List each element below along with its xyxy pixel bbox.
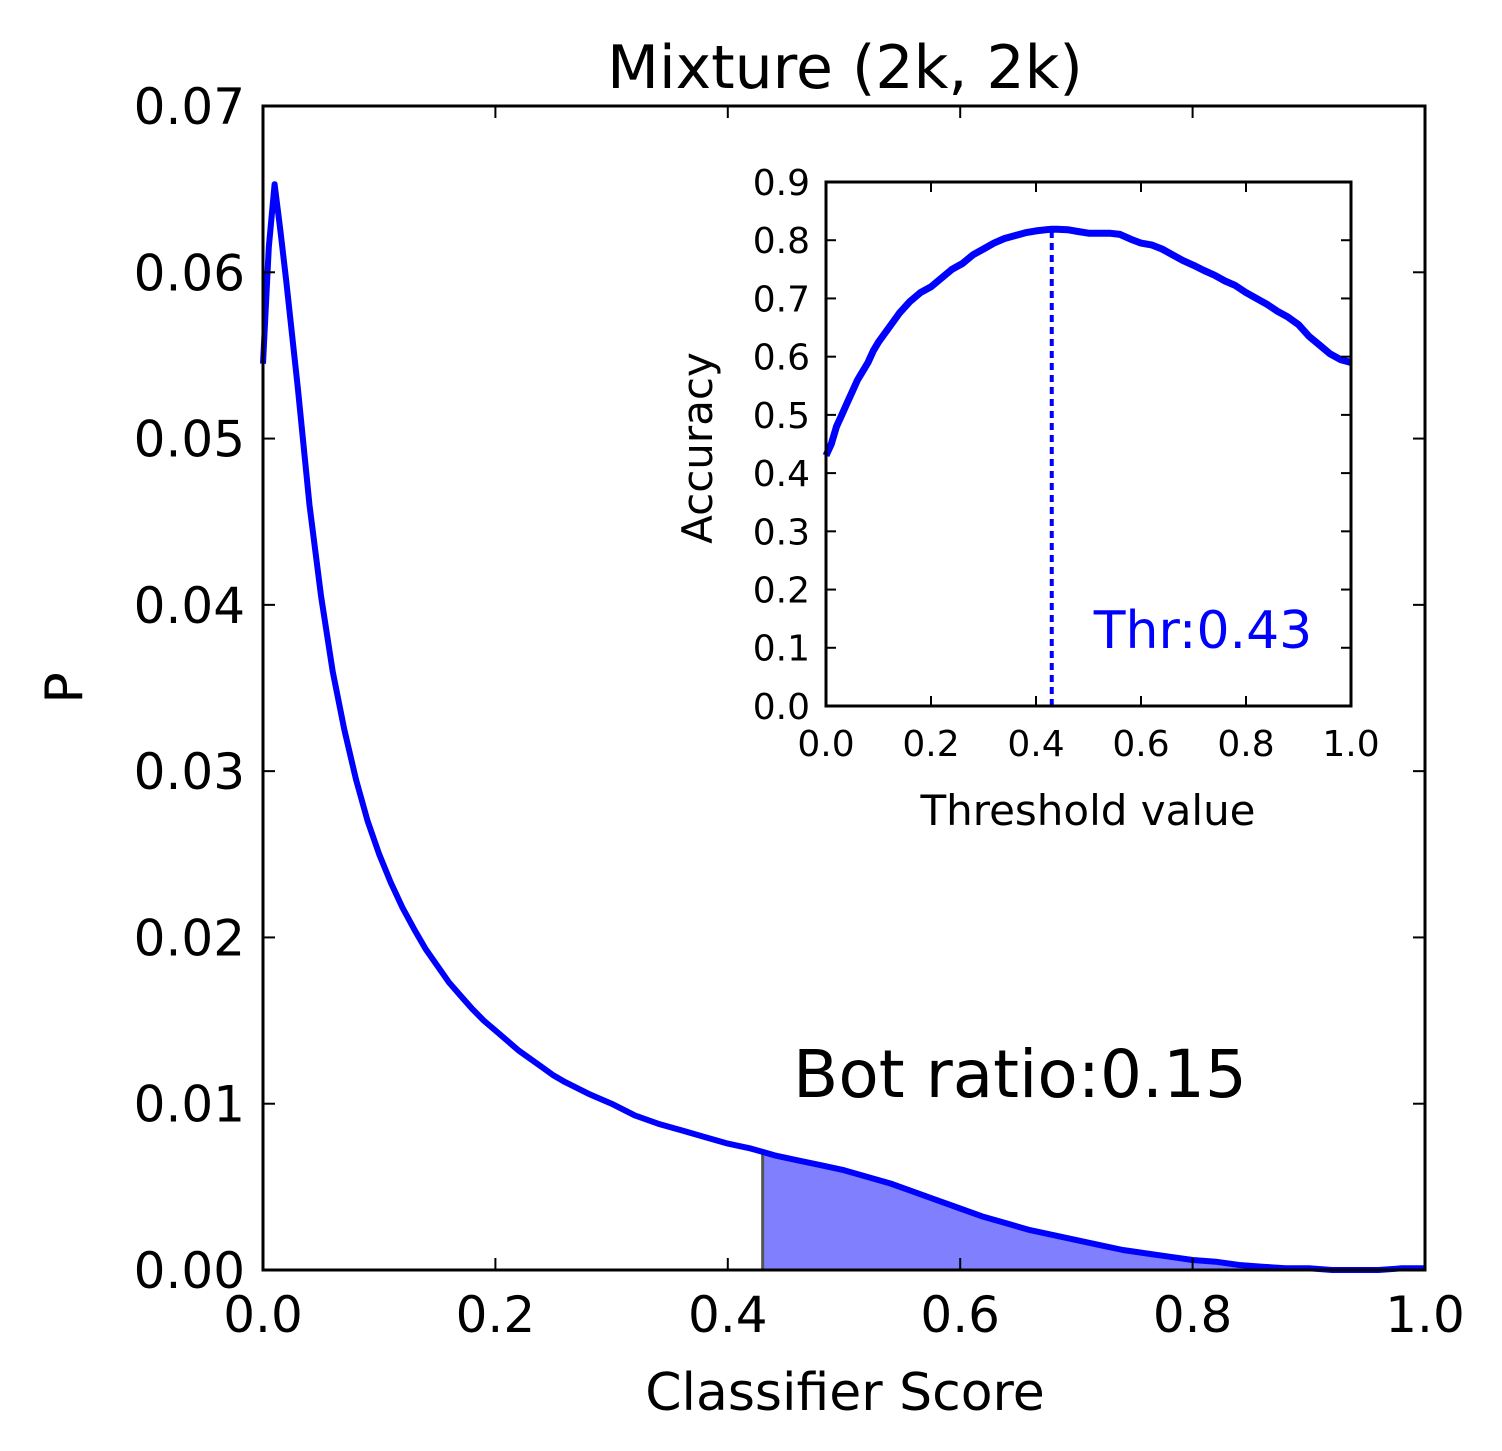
main-y-tick-label: 0.03	[134, 743, 245, 801]
main-x-tick-label: 1.0	[1385, 1286, 1465, 1344]
inset-y-tick-label: 0.8	[753, 221, 810, 262]
main-chart: Mixture (2k, 2k) 0.0 0.2 0.4 0.6 0.8 1.00.000…	[35, 33, 1465, 1423]
main-y-tick-label: 0.04	[134, 577, 245, 635]
inset-y-tick-label: 0.6	[753, 338, 810, 379]
inset-y-tick-label: 0.4	[753, 454, 810, 495]
main-x-axis-label: Classifier Score	[645, 1363, 1045, 1423]
density-series-line	[260, 181, 1425, 1273]
inset-y-tick-label: 0.1	[753, 629, 810, 670]
main-y-axis-label: P	[35, 672, 95, 703]
inset-y-tick-label: 0.9	[753, 163, 810, 204]
main-axis-ticks: 0.0 0.2 0.4 0.6 0.8 1.0 0.00 0.01 0.02 0.03 0.04 0.…	[134, 78, 1465, 1344]
main-chart-title: Mixture (2k, 2k)	[607, 33, 1083, 103]
bot-ratio-annotation: Bot ratio:0.15	[793, 1036, 1247, 1113]
main-x-tick-label: 0.8	[1153, 1286, 1233, 1344]
main-x-tick-label: 0.6	[920, 1286, 1000, 1344]
inset-y-tick-label: 0.2	[753, 571, 810, 612]
main-x-tick-label: 0.2	[456, 1286, 536, 1344]
main-y-tick-label: 0.07	[134, 78, 245, 136]
main-y-tick-label: 0.06	[134, 244, 245, 302]
main-y-tick-label: 0.01	[134, 1076, 245, 1134]
inset-background	[826, 182, 1351, 706]
threshold-annotation: Thr:0.43	[1093, 601, 1313, 661]
main-y-tick-label: 0.02	[134, 909, 245, 967]
accuracy-series-line	[822, 225, 1352, 458]
inset-x-tick-label: 0.8	[1217, 724, 1274, 765]
inset-chart: 0.0 0.2 0.4 0.6 0.8 1.0 0.0 0.1 0.2 0.3 0.4 0.5 0.6 0…	[673, 163, 1380, 835]
inset-axis-ticks: 0.0 0.2 0.4 0.6 0.8 1.0 0.0 0.1 0.2 0.3 0.4 0.5 0.6 0…	[753, 163, 1380, 765]
main-y-tick-label: 0.00	[134, 1242, 245, 1300]
main-y-tick-label: 0.05	[134, 411, 245, 469]
inset-x-tick-label: 0.0	[797, 724, 854, 765]
shaded-region-area	[762, 1151, 1425, 1270]
inset-y-axis-label: Accuracy	[673, 352, 722, 544]
inset-y-tick-label: 0.0	[753, 687, 810, 728]
inset-y-tick-label: 0.5	[753, 396, 810, 437]
main-x-tick-label: 0.0	[223, 1286, 303, 1344]
inset-y-tick-label: 0.7	[753, 279, 810, 320]
inset-y-tick-label: 0.3	[753, 512, 810, 553]
inset-plot-frame	[824, 180, 1353, 708]
inset-x-tick-label: 0.2	[902, 724, 959, 765]
inset-x-tick-label: 0.6	[1112, 724, 1169, 765]
inset-x-axis-label: Threshold value	[919, 786, 1255, 835]
main-plot-frame	[261, 104, 1427, 1272]
inset-x-tick-label: 0.4	[1007, 724, 1064, 765]
main-x-tick-label: 0.4	[688, 1286, 768, 1344]
inset-x-tick-label: 1.0	[1322, 724, 1379, 765]
